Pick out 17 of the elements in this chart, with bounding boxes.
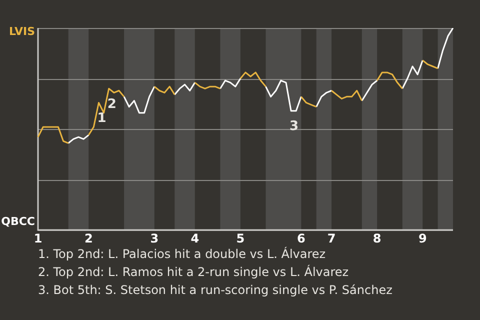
x-tick-label: 1	[34, 231, 42, 246]
x-tick-label: 3	[150, 231, 159, 246]
text: QBCC	[1, 214, 35, 228]
text: 2. Top 2nd: L. Ramos hit a 2-run single vs L. Álvarez	[38, 264, 350, 281]
annotation: 1	[97, 111, 106, 126]
annotation: 2	[107, 96, 116, 112]
annotation: 3	[290, 119, 299, 134]
text: LVIS	[8, 24, 36, 38]
x-tick-label: 6	[296, 231, 306, 246]
x-tick-label: 4	[190, 231, 200, 246]
x-tick-label: 2	[84, 231, 93, 246]
x-tick-label: 5	[236, 231, 245, 246]
text: 3. Bot 5th: S. Stetson hit a run-scoring single vs P. Sánchez	[38, 282, 392, 299]
x-tick-label: 7	[327, 231, 336, 246]
text: 1. Top 2nd: L. Palacios hit a double vs L. Álvarez	[38, 246, 327, 263]
x-tick-label: 9	[418, 231, 427, 246]
x-tick-label: 8	[372, 231, 382, 246]
